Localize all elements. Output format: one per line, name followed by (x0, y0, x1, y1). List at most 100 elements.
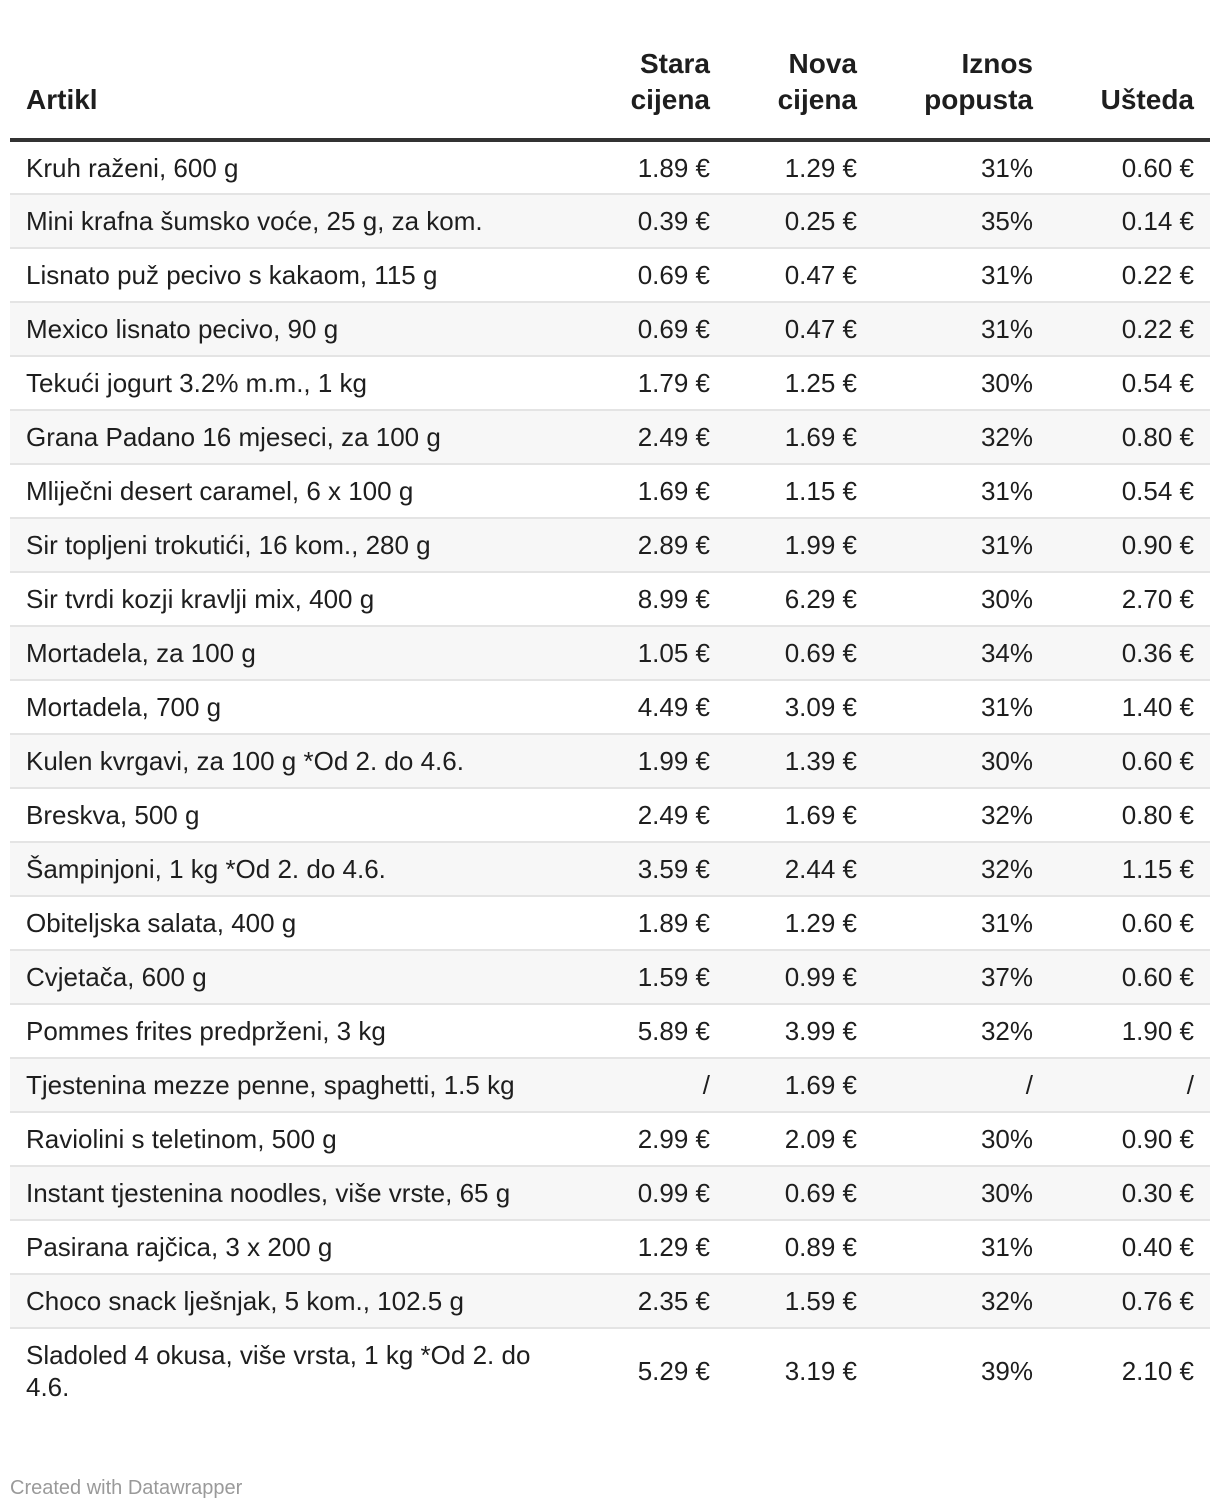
cell-stara-cijena: 1.79 € (584, 356, 726, 411)
cell-nova-cijena: 0.47 € (726, 248, 873, 303)
cell-nova-cijena: 1.59 € (726, 1274, 873, 1329)
cell-nova-cijena: 3.99 € (726, 1004, 873, 1059)
cell-stara-cijena: 1.29 € (584, 1220, 726, 1275)
datawrapper-credit: Created with Datawrapper (10, 1477, 243, 1499)
cell-artikl: Pommes frites predprženi, 3 kg (10, 1004, 584, 1059)
column-header-nova-line1: Nova (788, 48, 857, 79)
cell-stara-cijena: 3.59 € (584, 842, 726, 897)
cell-nova-cijena: 1.69 € (726, 788, 873, 843)
cell-iznos-popusta: 32% (873, 788, 1049, 843)
cell-artikl: Sir topljeni trokutići, 16 kom., 280 g (10, 518, 584, 573)
cell-nova-cijena: 1.29 € (726, 140, 873, 195)
cell-artikl: Lisnato puž pecivo s kakaom, 115 g (10, 248, 584, 303)
column-header-artikl[interactable]: Artikl (10, 40, 584, 142)
cell-nova-cijena: 3.09 € (726, 680, 873, 735)
cell-usteda: 0.60 € (1049, 950, 1210, 1005)
cell-stara-cijena: 0.69 € (584, 248, 726, 303)
cell-iznos-popusta: 30% (873, 1166, 1049, 1221)
cell-stara-cijena: 0.69 € (584, 302, 726, 357)
cell-artikl: Grana Padano 16 mjeseci, za 100 g (10, 410, 584, 465)
column-header-nova-cijena[interactable]: Nova cijena (726, 40, 873, 142)
cell-nova-cijena: 0.69 € (726, 626, 873, 681)
cell-usteda: 1.40 € (1049, 680, 1210, 735)
cell-nova-cijena: 1.25 € (726, 356, 873, 411)
table-row: Instant tjestenina noodles, više vrste, … (10, 1166, 1210, 1221)
table-row: Breskva, 500 g 2.49 €1.69 €32% 0.80 € (10, 788, 1210, 843)
cell-artikl: Kruh raženi, 600 g (10, 140, 584, 195)
table-row: Tjestenina mezze penne, spaghetti, 1.5 k… (10, 1058, 1210, 1113)
cell-nova-cijena: 0.25 € (726, 194, 873, 249)
cell-nova-cijena: 6.29 € (726, 572, 873, 627)
column-header-stara-cijena[interactable]: Stara cijena (584, 40, 726, 142)
table-row: Choco snack lješnjak, 5 kom., 102.5 g 2.3… (10, 1274, 1210, 1329)
table-row: Pasirana rajčica, 3 x 200 g 1.29 €0.89 €3… (10, 1220, 1210, 1275)
cell-artikl: Šampinjoni, 1 kg *Od 2. do 4.6. (10, 842, 584, 897)
cell-iznos-popusta: 39% (980, 1355, 1033, 1386)
cell-usteda: 2.70 € (1049, 572, 1210, 627)
cell-nova-cijena: 2.44 € (726, 842, 873, 897)
table-row: Sir tvrdi kozji kravlji mix, 400 g 8.99 €… (10, 572, 1210, 627)
cell-nova-cijena: 1.99 € (726, 518, 873, 573)
table-row: Mini krafna šumsko voće, 25 g, za kom. 0.… (10, 194, 1210, 249)
cell-nova-cijena: 1.15 € (726, 464, 873, 519)
cell-artikl: Pasirana rajčica, 3 x 200 g (10, 1220, 584, 1275)
cell-usteda: 0.80 € (1049, 788, 1210, 843)
table-row: Mortadela, 700 g 4.49 €3.09 €31% 1.40 € (10, 680, 1210, 735)
cell-artikl: Mini krafna šumsko voće, 25 g, za kom. (10, 194, 584, 249)
table-row: Šampinjoni, 1 kg *Od 2. do 4.6. 3.59 €2.4… (10, 842, 1210, 897)
cell-iznos-popusta: 30% (873, 572, 1049, 627)
cell-iznos-popusta: 35% (873, 194, 1049, 249)
cell-nova-cijena: 2.09 € (726, 1112, 873, 1167)
table-row: Lisnato puž pecivo s kakaom, 115 g 0.69 €… (10, 248, 1210, 303)
cell-nova-cijena: 1.69 € (726, 410, 873, 465)
cell-usteda: 1.15 € (1049, 842, 1210, 897)
cell-usteda: / (1049, 1058, 1210, 1113)
table-row: Raviolini s teletinom, 500 g 2.99 €2.09 €… (10, 1112, 1210, 1167)
cell-usteda: 0.60 € (1049, 896, 1210, 951)
cell-stara-cijena: 1.99 € (584, 734, 726, 789)
cell-usteda: 0.80 € (1049, 410, 1210, 465)
column-header-usteda-label: Ušteda (1100, 84, 1194, 115)
cell-iznos-popusta: 30% (873, 1112, 1049, 1167)
cell-iznos-popusta: 37% (873, 950, 1049, 1005)
cell-nova-cijena: 1.29 € (726, 896, 873, 951)
cell-stara-cijena: 2.35 € (584, 1274, 726, 1329)
table-header: Artikl Stara cijena Nova cijena Iznos po… (10, 40, 1210, 142)
cell-usteda: 0.60 € (1049, 140, 1210, 195)
cell-artikl: Kulen kvrgavi, za 100 g *Od 2. do 4.6. (10, 734, 584, 789)
cell-artikl: Mliječni desert caramel, 6 x 100 g (10, 464, 584, 519)
table-row: Mliječni desert caramel, 6 x 100 g 1.69 €… (10, 464, 1210, 519)
column-header-usteda[interactable]: Ušteda (1049, 40, 1210, 142)
cell-stara-cijena: 1.59 € (584, 950, 726, 1005)
table-row: Tekući jogurt 3.2% m.m., 1 kg 1.79 €1.25 … (10, 356, 1210, 411)
cell-stara-cijena: 2.49 € (584, 410, 726, 465)
cell-iznos-popusta: 31% (873, 1220, 1049, 1275)
table-container: Artikl Stara cijena Nova cijena Iznos po… (10, 40, 1210, 1416)
cell-stara-cijena: 1.89 € (584, 140, 726, 195)
cell-nova-cijena: 0.99 € (726, 950, 873, 1005)
cell-stara-cijena: 1.89 € (584, 896, 726, 951)
cell-nova-cijena: 1.39 € (726, 734, 873, 789)
cell-stara-cijena: 5.89 € (584, 1004, 726, 1059)
cell-stara-cijena: 0.99 € (584, 1166, 726, 1221)
column-header-iznos-line2: popusta (924, 84, 1033, 115)
cell-artikl: Tekući jogurt 3.2% m.m., 1 kg (10, 356, 584, 411)
table-row: Mexico lisnato pecivo, 90 g 0.69 €0.47 €3… (10, 302, 1210, 357)
cell-artikl: Sladoled 4 okusa, više vrsta, 1 kg *Od 2… (26, 1339, 531, 1402)
column-header-iznos-popusta[interactable]: Iznos popusta (873, 40, 1049, 142)
column-header-artikl-label: Artikl (26, 84, 98, 115)
cell-iznos-popusta: 32% (873, 842, 1049, 897)
table-row: Cvjetača, 600 g 1.59 €0.99 €37% 0.60 € (10, 950, 1210, 1005)
cell-stara-cijena: 1.05 € (584, 626, 726, 681)
cell-iznos-popusta: 31% (873, 464, 1049, 519)
cell-artikl: Sir tvrdi kozji kravlji mix, 400 g (10, 572, 584, 627)
cell-stara-cijena: / (584, 1058, 726, 1113)
cell-usteda: 0.22 € (1049, 302, 1210, 357)
cell-artikl: Choco snack lješnjak, 5 kom., 102.5 g (10, 1274, 584, 1329)
cell-usteda: 0.54 € (1049, 464, 1210, 519)
cell-artikl: Mexico lisnato pecivo, 90 g (10, 302, 584, 357)
cell-iznos-popusta: 31% (873, 248, 1049, 303)
cell-usteda: 2.10 € (1121, 1355, 1194, 1386)
cell-nova-cijena: 0.89 € (726, 1220, 873, 1275)
cell-usteda: 0.36 € (1049, 626, 1210, 681)
